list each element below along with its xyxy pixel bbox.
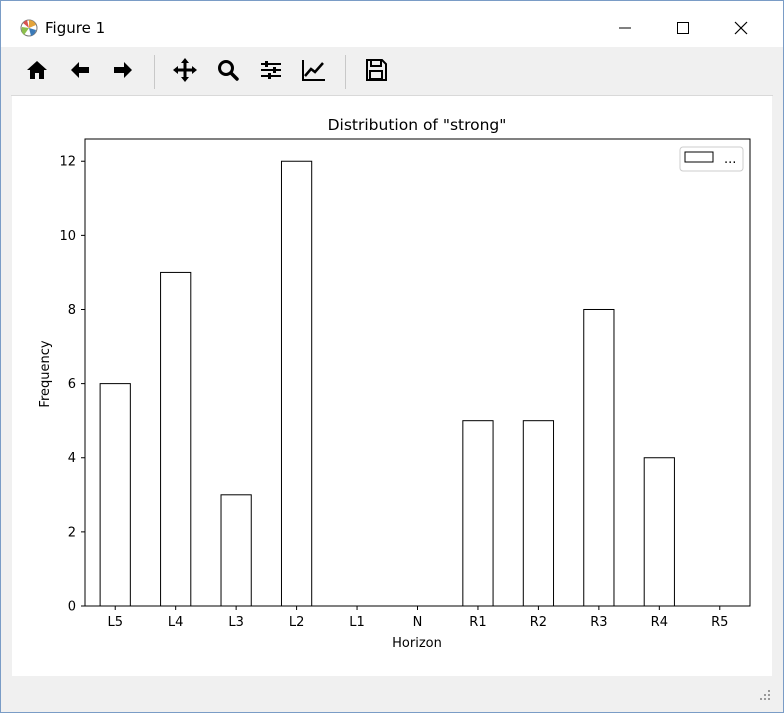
maximize-icon [677, 22, 689, 34]
x-tick-label: L1 [349, 615, 365, 630]
edit-axis-icon [302, 60, 325, 81]
bar-l2 [280, 160, 313, 607]
zoom-button[interactable] [211, 53, 245, 87]
y-tick-label: 12 [59, 155, 76, 170]
x-tick-label: R2 [530, 615, 547, 630]
y-tick-label: 6 [68, 377, 76, 392]
legend: ... [679, 146, 744, 172]
bar-l3 [220, 494, 252, 607]
legend-swatch [684, 151, 714, 163]
bar-r3 [583, 308, 615, 607]
status-bar [11, 677, 773, 703]
resize-grip-icon[interactable] [759, 689, 771, 701]
x-tick-label: R1 [469, 615, 486, 630]
navigation-toolbar [11, 47, 773, 96]
close-icon [734, 21, 748, 35]
maximize-button[interactable] [660, 11, 706, 45]
pan-button[interactable] [168, 53, 202, 87]
x-tick-label: L4 [168, 615, 184, 630]
y-tick-label: 4 [68, 451, 76, 466]
bar-l5 [99, 383, 131, 607]
pan-icon [173, 58, 197, 82]
x-tick-label: R5 [711, 615, 728, 630]
x-tick-label: L5 [107, 615, 123, 630]
configure-subplots-button[interactable] [254, 53, 288, 87]
home-icon [27, 61, 47, 79]
y-tick-label: 8 [68, 303, 76, 318]
legend-entry: ... [724, 152, 736, 167]
y-tick-label: 2 [68, 525, 76, 540]
home-button[interactable] [20, 53, 54, 87]
edit-axis-button[interactable] [297, 53, 331, 87]
bars-group [99, 160, 736, 607]
zoom-icon [218, 60, 239, 81]
y-axis-label: Frequency [38, 340, 53, 407]
y-ticks-group: 0 2 4 6 8 10 12 [59, 155, 85, 615]
bar-r4 [643, 457, 675, 607]
title-bar[interactable]: Figure 1 [1, 1, 783, 47]
chart-title: Distribution of "strong" [328, 116, 507, 134]
toolbar-separator [154, 55, 155, 89]
x-tick-label: R4 [651, 615, 668, 630]
figure-canvas[interactable]: Distribution of "strong" Horizon Frequen… [12, 96, 772, 676]
close-button[interactable] [718, 11, 764, 45]
plot-frame [84, 138, 751, 607]
back-button[interactable] [63, 53, 97, 87]
x-axis-label: Horizon [392, 636, 442, 651]
save-button[interactable] [359, 53, 393, 87]
back-icon [71, 62, 89, 78]
x-tick-label: N [413, 615, 423, 630]
toolbar-separator [345, 55, 346, 89]
bar-l4 [160, 271, 192, 607]
window-title: Figure 1 [45, 19, 106, 37]
y-tick-label: 0 [68, 600, 76, 615]
configure-subplots-icon [261, 61, 281, 79]
bar-r2 [522, 420, 555, 607]
save-icon [366, 59, 387, 81]
x-tick-label: R3 [590, 615, 607, 630]
bar-chart: Distribution of "strong" Horizon Frequen… [38, 116, 751, 651]
x-ticks-group: L5 L4 L3 L2 L1 N R1 R2 R3 R4 R5 [107, 606, 728, 630]
forward-icon [114, 62, 132, 78]
x-tick-label: L2 [289, 615, 305, 630]
minimize-icon [619, 27, 631, 29]
forward-button[interactable] [106, 53, 140, 87]
y-tick-label: 10 [59, 229, 76, 244]
matplotlib-app-icon [19, 18, 39, 38]
x-tick-label: L3 [228, 615, 244, 630]
bar-r1 [462, 420, 494, 607]
minimize-button[interactable] [602, 11, 648, 45]
